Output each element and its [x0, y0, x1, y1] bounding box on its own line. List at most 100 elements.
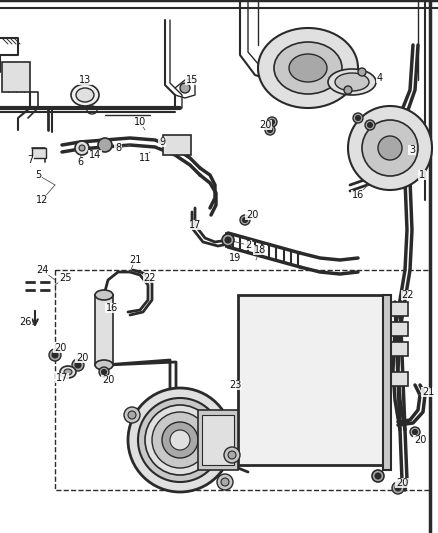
Ellipse shape	[335, 73, 369, 91]
Text: 13: 13	[79, 75, 91, 85]
Circle shape	[344, 86, 352, 94]
Circle shape	[265, 125, 275, 135]
Ellipse shape	[258, 28, 358, 108]
Bar	[2, 62, 30, 92]
Circle shape	[367, 123, 372, 127]
Text: 5: 5	[35, 170, 41, 180]
Circle shape	[395, 485, 401, 491]
Text: 4: 4	[377, 73, 383, 83]
Text: 10: 10	[134, 117, 146, 127]
Text: 20: 20	[414, 435, 426, 445]
Ellipse shape	[76, 88, 94, 102]
Circle shape	[362, 120, 418, 176]
Ellipse shape	[60, 366, 76, 378]
Text: 11: 11	[139, 153, 151, 163]
Ellipse shape	[71, 84, 99, 106]
Bar	[386, 372, 408, 386]
Circle shape	[358, 68, 366, 76]
Circle shape	[228, 451, 236, 459]
Circle shape	[152, 412, 208, 468]
Circle shape	[269, 119, 275, 125]
Circle shape	[98, 138, 112, 152]
Ellipse shape	[95, 360, 113, 370]
Circle shape	[217, 474, 233, 490]
Bar	[198, 410, 238, 470]
Circle shape	[79, 145, 85, 151]
Circle shape	[99, 367, 109, 377]
Text: 20: 20	[76, 353, 88, 363]
Bar	[32, 148, 46, 158]
Text: 20: 20	[54, 343, 66, 353]
Text: 15: 15	[186, 75, 198, 85]
Text: 12: 12	[36, 195, 48, 205]
Text: 1: 1	[419, 170, 425, 180]
Circle shape	[72, 359, 84, 371]
Circle shape	[180, 83, 190, 93]
Circle shape	[102, 369, 106, 375]
Circle shape	[128, 388, 232, 492]
Circle shape	[224, 447, 240, 463]
Text: 20: 20	[259, 120, 271, 130]
Circle shape	[52, 352, 58, 358]
Text: 9: 9	[159, 137, 165, 147]
Text: 25: 25	[59, 273, 71, 283]
Circle shape	[145, 405, 215, 475]
Bar	[163, 135, 191, 155]
Bar	[386, 322, 408, 336]
Circle shape	[353, 113, 363, 123]
Circle shape	[392, 482, 404, 494]
Text: 26: 26	[19, 317, 31, 327]
Circle shape	[222, 234, 234, 246]
Text: 21: 21	[129, 255, 141, 265]
Circle shape	[170, 430, 190, 450]
Circle shape	[410, 427, 420, 437]
Circle shape	[267, 117, 277, 127]
Circle shape	[375, 473, 381, 479]
Circle shape	[356, 116, 360, 120]
Text: 20: 20	[396, 478, 408, 488]
Circle shape	[243, 217, 247, 222]
Text: 22: 22	[144, 273, 156, 283]
Text: 7: 7	[27, 155, 33, 165]
Text: 21: 21	[422, 387, 434, 397]
Text: 19: 19	[229, 253, 241, 263]
Circle shape	[162, 422, 198, 458]
Text: 16: 16	[106, 303, 118, 313]
Bar	[383, 295, 391, 470]
Circle shape	[240, 215, 250, 225]
Text: 8: 8	[115, 143, 121, 153]
Circle shape	[128, 411, 136, 419]
Ellipse shape	[64, 369, 72, 375]
Text: 17: 17	[56, 373, 68, 383]
Text: 6: 6	[77, 157, 83, 167]
Circle shape	[221, 478, 229, 486]
Circle shape	[75, 141, 89, 155]
Circle shape	[268, 127, 272, 133]
Text: 2: 2	[245, 240, 251, 250]
Text: 20: 20	[102, 375, 114, 385]
Circle shape	[413, 430, 417, 434]
Bar	[202, 415, 234, 465]
Circle shape	[75, 362, 81, 368]
Circle shape	[49, 349, 61, 361]
Text: 24: 24	[36, 265, 48, 275]
Text: 16: 16	[352, 190, 364, 200]
Text: 14: 14	[89, 150, 101, 160]
Circle shape	[225, 237, 231, 243]
Text: 18: 18	[254, 245, 266, 255]
Circle shape	[372, 470, 384, 482]
Bar	[95, 295, 113, 365]
Ellipse shape	[95, 290, 113, 300]
Ellipse shape	[274, 42, 342, 94]
Text: 23: 23	[229, 380, 241, 390]
Text: 22: 22	[402, 290, 414, 300]
Text: 3: 3	[409, 145, 415, 155]
Text: 17: 17	[189, 220, 201, 230]
Circle shape	[348, 106, 432, 190]
Bar	[386, 302, 408, 316]
Bar	[386, 342, 408, 356]
Text: 20: 20	[246, 210, 258, 220]
Bar	[238, 295, 386, 465]
Ellipse shape	[328, 69, 376, 95]
Circle shape	[365, 120, 375, 130]
